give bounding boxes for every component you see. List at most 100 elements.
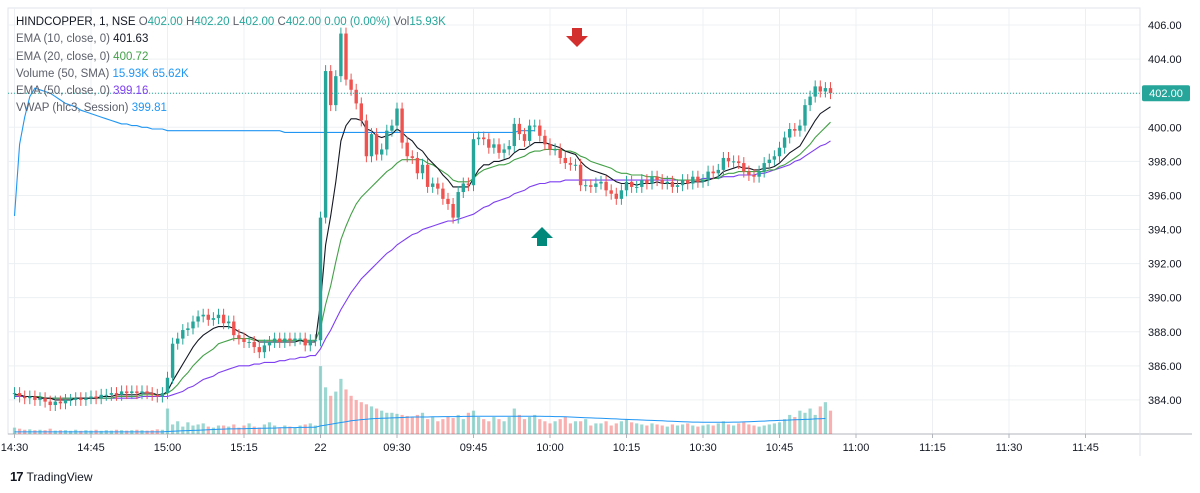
indicator-ema10[interactable]: EMA (10, close, 0) 401.63: [16, 31, 446, 48]
candle-body: [482, 137, 486, 140]
candle-body: [221, 314, 226, 324]
low-value: 402.00: [239, 16, 275, 28]
candle-body: [318, 217, 323, 341]
candle-body: [38, 398, 42, 400]
volume-bar: [650, 423, 654, 434]
candle-body: [497, 144, 501, 153]
volume-bar: [563, 417, 567, 434]
candle-body: [624, 181, 629, 191]
candle-body: [247, 341, 251, 343]
last-price: 402.00: [8, 85, 1190, 102]
candle-body: [767, 159, 771, 164]
time-axis[interactable]: 14:30 14:45 15:00 15:15 22 09:30 09:45 10:00 10:…: [1, 433, 1192, 454]
volume-bar: [395, 413, 399, 434]
volume-bar: [176, 421, 180, 434]
candle-body: [828, 88, 833, 94]
x-tick-label: 09:45: [460, 442, 488, 454]
candle-body: [640, 180, 644, 187]
volume-bar: [288, 426, 292, 434]
volume-bar: [48, 428, 52, 434]
candle-body: [471, 139, 476, 186]
volume-bar: [589, 425, 593, 434]
candle-body: [390, 125, 394, 131]
volume-bar: [308, 423, 312, 434]
candle-body: [573, 164, 578, 166]
volume-bar: [788, 414, 792, 434]
candle-body: [344, 33, 348, 80]
indicator-vwap[interactable]: VWAP (hlc3, Session) 399.81: [16, 100, 446, 117]
volume-bar: [573, 421, 578, 434]
volume-bar: [456, 414, 460, 434]
indicator-value: 400.72: [113, 50, 149, 63]
y-tick-label: 388.00: [1148, 327, 1182, 339]
volume-bar: [594, 423, 598, 434]
candle-body: [109, 393, 114, 395]
candle-body: [33, 396, 37, 400]
x-tick-label: 11:15: [919, 442, 946, 454]
volume-bar: [329, 395, 333, 434]
candle-body: [670, 181, 675, 187]
close-value: 402.00: [285, 16, 322, 28]
candle-body: [237, 335, 241, 339]
volume-bar: [558, 419, 562, 434]
volume-bar: [614, 423, 618, 434]
y-tick-label: 404.00: [1148, 54, 1182, 66]
candle-body: [548, 144, 552, 150]
candle-body: [798, 125, 802, 131]
symbol-label[interactable]: HINDCOPPER, 1, NSE: [16, 16, 136, 28]
volume-sma-line: [14, 415, 826, 433]
candle-body: [782, 137, 787, 148]
last-price-label: 402.00: [1149, 88, 1183, 100]
vol-value: 15.93K: [409, 16, 446, 28]
volume-bar: [507, 417, 511, 434]
volume-bar: [385, 412, 389, 434]
volume-bar: [813, 414, 817, 434]
candle-body: [130, 391, 134, 394]
indicator-ema20[interactable]: EMA (20, close, 0) 400.72: [16, 49, 446, 66]
candle-body: [334, 76, 338, 106]
volume-bar: [165, 408, 170, 434]
candle-body: [665, 181, 669, 184]
candle-body: [431, 183, 435, 187]
volume-bar: [471, 410, 476, 434]
indicator-value: 65.62K: [152, 67, 189, 80]
candle-body: [456, 192, 460, 218]
volume-bar: [645, 425, 649, 434]
candle-body: [216, 314, 221, 319]
candle-body: [125, 391, 129, 394]
volume-bar: [257, 427, 261, 434]
candle-body: [614, 193, 618, 199]
tradingview-branding[interactable]: 17 TradingView: [10, 469, 93, 484]
candle-body: [176, 338, 180, 344]
y-tick-label: 386.00: [1148, 361, 1182, 373]
x-tick-label: 09:30: [383, 442, 411, 454]
candles: [12, 27, 833, 411]
volume-bar: [665, 426, 669, 434]
volume-bar: [737, 423, 741, 434]
candle-body: [43, 398, 47, 402]
volume-bar: [441, 419, 445, 434]
indicator-ema50[interactable]: EMA (50, close, 0) 399.16: [16, 83, 446, 100]
indicator-label: EMA (20, close, 0): [16, 50, 110, 63]
volume-bar: [517, 414, 521, 434]
candle-body: [114, 393, 119, 395]
y-tick-label: 396.00: [1148, 190, 1182, 202]
candle-body: [211, 318, 216, 320]
signal-markers: [531, 28, 588, 246]
candle-body: [400, 108, 404, 143]
candle-body: [17, 393, 22, 397]
indicator-volume[interactable]: Volume (50, SMA) 15.93K 65.62K: [16, 66, 446, 83]
candle-body: [507, 146, 511, 150]
y-tick-label: 384.00: [1148, 395, 1182, 407]
candle-body: [793, 128, 797, 131]
volume-bar: [630, 422, 634, 434]
price-axis[interactable]: 384.00 386.00 388.00 390.00 392.00 394.00 396.…: [1139, 8, 1182, 456]
candle-body: [206, 314, 210, 320]
change-value: 0.00 (0.00%): [324, 16, 391, 28]
volume-bar: [410, 417, 414, 434]
candle-body: [578, 164, 583, 186]
candle-body: [461, 183, 465, 193]
candle-body: [313, 340, 318, 342]
volume-bar: [390, 412, 394, 434]
